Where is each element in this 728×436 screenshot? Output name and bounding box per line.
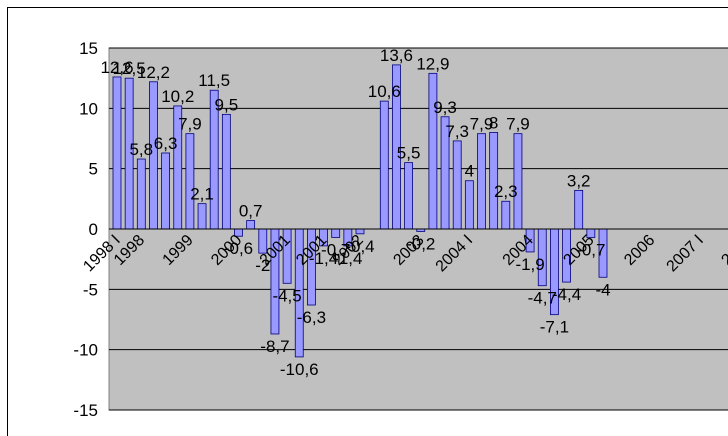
- bar: [185, 133, 195, 230]
- bar: [221, 113, 231, 230]
- data-label: -0,6: [224, 239, 253, 258]
- data-label: -1,9: [515, 255, 544, 274]
- y-tick-label: 5: [89, 160, 98, 179]
- data-label: 4: [465, 162, 474, 181]
- bar: [161, 152, 171, 230]
- data-label: -4: [595, 280, 610, 299]
- data-label: 8: [489, 113, 498, 132]
- y-axis-tick-labels: 15 10 5 0 -5 -10 -15: [73, 39, 98, 420]
- data-label: -10,6: [280, 360, 319, 379]
- data-label: -8,7: [260, 337, 289, 356]
- data-label: -1,4: [333, 249, 362, 268]
- data-label: 7,3: [445, 122, 469, 141]
- data-label: -7,1: [540, 318, 569, 337]
- data-label: -0,2: [406, 234, 435, 253]
- y-tick-label: -10: [73, 341, 98, 360]
- data-label: -6,3: [297, 308, 326, 327]
- bar: [331, 228, 341, 238]
- data-label: 5,8: [129, 140, 153, 159]
- y-tick-label: 10: [79, 99, 98, 118]
- data-label: 0,7: [239, 202, 263, 221]
- bar: [452, 140, 462, 230]
- data-label: 11,5: [198, 71, 230, 90]
- bar: [246, 220, 256, 230]
- data-label: 10,2: [161, 87, 194, 106]
- bar: [136, 158, 146, 230]
- data-label: 7,9: [506, 115, 530, 134]
- bar: [428, 72, 438, 230]
- bar: [489, 132, 499, 230]
- data-label: 3,2: [567, 171, 591, 190]
- data-label: 12,6: [100, 58, 133, 77]
- data-label: -4,7: [528, 289, 557, 308]
- data-label: 2,1: [190, 185, 214, 204]
- data-label: -4,4: [552, 285, 581, 304]
- data-label: -4,5: [272, 286, 301, 305]
- bar: [112, 76, 122, 230]
- data-label: 12,2: [137, 63, 170, 82]
- bar: [404, 162, 414, 230]
- data-label: -1,4: [309, 249, 338, 268]
- bar: [464, 180, 474, 230]
- data-label: 6,3: [154, 134, 178, 153]
- data-label: -2: [255, 256, 270, 275]
- data-label: 12,5: [113, 59, 146, 78]
- y-tick-label: -5: [83, 280, 98, 299]
- y-tick-label: 0: [89, 220, 98, 239]
- data-label: 2,3: [494, 182, 518, 201]
- bar: [379, 100, 389, 230]
- bar: [574, 189, 584, 230]
- data-label: 10,6: [368, 82, 401, 101]
- bar: [197, 203, 207, 230]
- data-labels: 12,612,5 5,8 12,2 6,3 10,2 7,9 2,1 11,5 9,5 -0,6 0…: [100, 46, 610, 379]
- data-label: 13,6: [380, 46, 413, 65]
- data-label: 9,3: [433, 98, 457, 117]
- data-label: -0,7: [321, 240, 350, 259]
- bar: [355, 228, 365, 235]
- data-label: 5,5: [397, 144, 421, 163]
- bar-series: [112, 64, 608, 358]
- data-label: -0,4: [345, 237, 374, 256]
- y-tick-label: 15: [79, 39, 98, 58]
- data-label: 7,9: [470, 115, 494, 134]
- bar: [477, 133, 486, 230]
- data-label: 7,9: [178, 115, 202, 134]
- bar: [501, 200, 511, 230]
- data-label: 12,9: [416, 54, 449, 73]
- data-label: 9,5: [215, 95, 239, 114]
- y-tick-label: -15: [73, 401, 98, 420]
- data-label: -0,7: [576, 240, 605, 259]
